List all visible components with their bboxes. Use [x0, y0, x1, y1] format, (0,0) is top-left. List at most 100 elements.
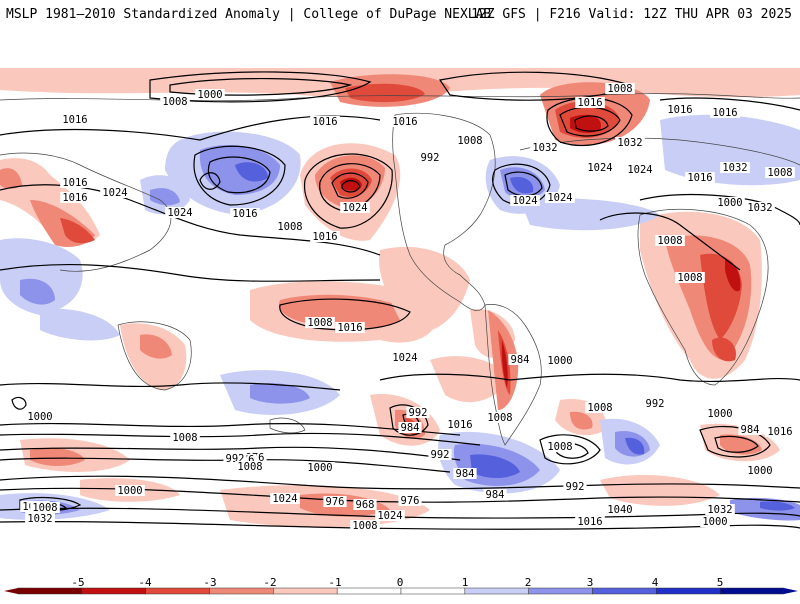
isobar-label-bg	[545, 192, 575, 203]
colorbar-tick-label: -4	[138, 576, 152, 589]
isobar-label: 1000	[197, 89, 222, 101]
isobar-label-bg	[585, 402, 615, 413]
isobar-label: 976	[401, 495, 420, 507]
isobar-label: 984	[401, 422, 420, 434]
anomaly-region	[510, 176, 534, 194]
isobar-label: 1000	[547, 355, 572, 367]
isobar-label: 1032	[532, 142, 557, 154]
isobar	[0, 382, 341, 391]
isobar-label-bg	[700, 516, 730, 527]
isobar-label: 1024	[547, 192, 572, 204]
isobar-label-bg	[765, 167, 795, 178]
isobar-label-bg	[605, 83, 635, 94]
isobar-label: 1016	[62, 192, 87, 204]
colorbar-low-arrow	[4, 588, 18, 594]
isobar-label-bg	[510, 195, 540, 206]
isobar-label: 1016	[767, 426, 792, 438]
anomaly-region	[140, 334, 172, 359]
isobar	[331, 172, 369, 199]
isobar-label: 1008	[657, 235, 682, 247]
isobar-label-bg	[100, 187, 130, 198]
anomaly-region	[30, 448, 85, 466]
isobar	[149, 71, 372, 103]
isobar	[379, 373, 800, 383]
isobar-label: 992	[646, 398, 665, 410]
isobar-label-bg	[305, 317, 335, 328]
isobar-label-bg	[235, 461, 265, 472]
colorbar-svg	[4, 587, 798, 595]
isobar	[199, 172, 221, 190]
anomaly-map: 1000 1008 1016 1016 1016 1008 1016 1032 1024 1016…	[0, 40, 800, 545]
isobar	[0, 263, 381, 282]
isobar-label: 1008	[457, 135, 482, 147]
isobar-label: 1000	[702, 516, 727, 528]
colorbar-tick-label: -2	[263, 576, 277, 589]
isobar-label: 968	[356, 499, 375, 511]
isobar-label: 984	[486, 489, 505, 501]
isobar-label-bg	[545, 441, 575, 452]
coastline	[0, 93, 800, 101]
isobar-label-bg	[160, 96, 190, 107]
isobar-label-bg	[738, 424, 762, 435]
anomaly-region	[570, 411, 593, 430]
coastline	[0, 152, 172, 272]
isobar-label-bg	[195, 89, 225, 100]
isobar-label-bg	[350, 520, 380, 531]
isobar-label: 984	[511, 354, 530, 366]
isobar-label-bg	[765, 426, 795, 437]
isobar-label-bg	[60, 192, 90, 203]
isobar-label: 1016	[392, 116, 417, 128]
coastline	[269, 417, 306, 434]
isobar	[714, 435, 759, 453]
isobar-label-bg	[445, 419, 475, 430]
isobar-label: 1008	[307, 317, 332, 329]
isobar-label-bg	[585, 162, 615, 173]
isobar-label: 1000	[27, 411, 52, 423]
isobar-label: 1024	[102, 187, 127, 199]
isobar-label-bg	[508, 354, 532, 365]
anomaly-region	[0, 238, 83, 315]
isobar-label: 1032	[27, 513, 52, 525]
anomaly-region	[340, 177, 362, 191]
isobar-label: 1016	[312, 231, 337, 243]
anomaly-region	[0, 168, 22, 189]
isobar-label-bg	[406, 407, 430, 418]
colorbar-tick-label: 3	[586, 576, 594, 589]
isobar-label: 1008	[32, 502, 57, 514]
isobar-label-bg	[115, 485, 145, 496]
isobar-label-bg	[575, 97, 605, 108]
isobar	[207, 156, 271, 194]
isobar-label: 1040	[607, 504, 632, 516]
anomaly-region	[501, 340, 508, 388]
isobar-label-bg	[398, 495, 422, 506]
isobar-label-bg	[455, 135, 485, 146]
anomaly-region	[235, 162, 268, 182]
isobar-label-bg	[375, 510, 405, 521]
isobar-label-bg	[563, 481, 587, 492]
isobar-label-bg	[390, 352, 420, 363]
isobar-label-bg	[685, 172, 715, 183]
isobar-label-bg	[310, 116, 340, 127]
isobar-label: 1016	[337, 322, 362, 334]
coastline	[484, 304, 542, 446]
isobar-label-bg	[705, 408, 735, 419]
isobar-label: 1008	[352, 520, 377, 532]
isobar-label: 1024	[392, 352, 417, 364]
isobar	[0, 432, 481, 446]
isobar-label-bg	[335, 322, 365, 333]
isobar-label-bg	[230, 208, 260, 219]
isobar	[504, 171, 543, 197]
isobar-label-bg	[170, 432, 200, 443]
anomaly-region	[625, 437, 645, 455]
anomaly-region	[150, 188, 180, 206]
anomaly-region	[725, 260, 741, 292]
isobar-label: 1008	[277, 221, 302, 233]
isobar-label-bg	[605, 504, 635, 515]
isobar-label-bg	[428, 449, 452, 460]
isobar	[341, 180, 361, 193]
isobar-label: 1016	[447, 419, 472, 431]
isobar-label: 1008	[162, 96, 187, 108]
isobar-label-layer: 1000 1008 1016 1016 1016 1008 1016 1032 1024 1016…	[20, 83, 795, 532]
isobar-label: 1016	[232, 208, 257, 220]
isobar-label: 1016	[577, 97, 602, 109]
